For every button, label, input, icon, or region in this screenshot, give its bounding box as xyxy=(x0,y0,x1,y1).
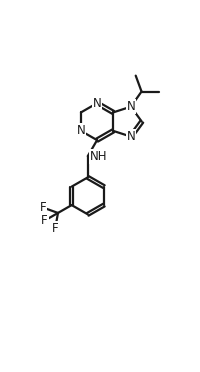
Text: NH: NH xyxy=(90,150,108,163)
Text: F: F xyxy=(52,222,59,235)
Text: N: N xyxy=(126,130,135,143)
Text: F: F xyxy=(41,214,48,227)
Text: N: N xyxy=(93,97,101,110)
Text: N: N xyxy=(77,124,85,137)
Text: F: F xyxy=(40,201,46,214)
Text: N: N xyxy=(126,100,135,113)
